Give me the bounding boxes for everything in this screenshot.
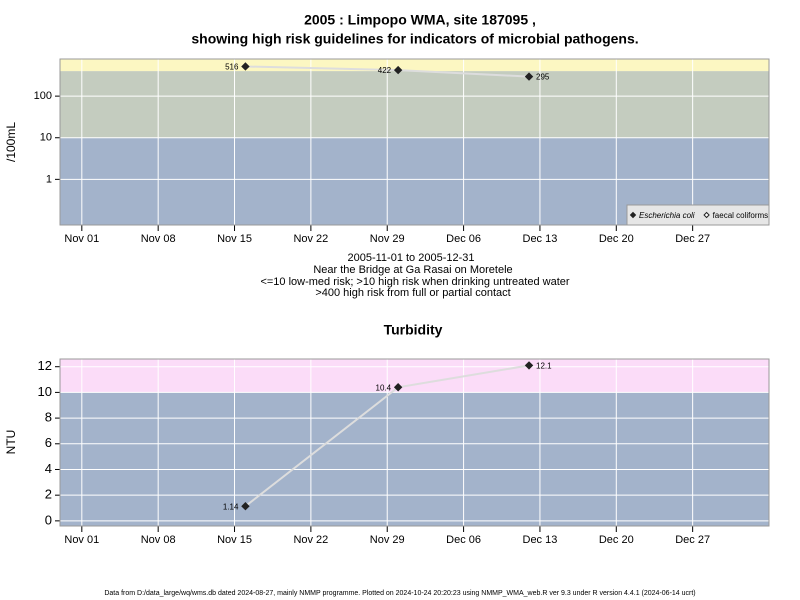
x-tick-label: Nov 29 xyxy=(370,233,405,245)
data-label: 10.4 xyxy=(376,383,392,392)
annotation: Near the Bridge at Ga Rasai on Moretele xyxy=(313,264,512,276)
x-tick-label: Nov 01 xyxy=(64,233,99,245)
x-tick-label: Nov 29 xyxy=(370,534,405,546)
x-tick-label: Nov 15 xyxy=(217,534,252,546)
x-tick-label: Nov 01 xyxy=(64,534,99,546)
data-point xyxy=(241,502,250,511)
x-tick-label: Dec 13 xyxy=(523,534,558,546)
y-tick-label: 4 xyxy=(45,461,52,476)
x-tick-label: Nov 22 xyxy=(293,233,328,245)
legend-marker xyxy=(629,211,637,219)
x-tick-label: Nov 22 xyxy=(293,534,328,546)
y-tick-label: 2 xyxy=(45,487,52,502)
data-point xyxy=(393,65,403,75)
x-tick-label: Dec 20 xyxy=(599,233,634,245)
y-tick-label: 100 xyxy=(34,90,52,102)
x-tick-label: Dec 06 xyxy=(446,233,481,245)
data-point xyxy=(393,383,403,392)
x-tick-label: Nov 15 xyxy=(217,233,252,245)
risk-band xyxy=(60,392,769,526)
data-point xyxy=(524,361,534,370)
risk-band xyxy=(60,59,769,72)
x-tick-label: Dec 06 xyxy=(446,534,481,546)
y-tick-label: 8 xyxy=(45,410,52,425)
legend-label: Escherichia coli xyxy=(639,211,695,220)
y-tick-label: 0 xyxy=(45,512,52,527)
y-tick-label: 12 xyxy=(38,358,52,373)
x-tick-label: Nov 08 xyxy=(141,233,176,245)
risk-band xyxy=(60,359,769,393)
data-label: 1.14 xyxy=(223,502,239,511)
y-tick-label: 10 xyxy=(38,384,52,399)
y-tick-label: 10 xyxy=(40,132,52,144)
data-point xyxy=(524,72,534,81)
chart-subtitle: showing high risk guidelines for indicat… xyxy=(191,31,638,47)
plot-frame xyxy=(59,58,770,226)
data-point xyxy=(241,62,250,71)
annotation: 2005-11-01 to 2005-12-31 xyxy=(347,252,474,264)
legend-marker xyxy=(703,211,710,219)
y-axis-label: /100mL xyxy=(4,122,18,162)
annotation: >400 high risk from full or partial cont… xyxy=(315,287,510,299)
x-tick-label: Nov 08 xyxy=(141,534,176,546)
risk-band xyxy=(60,71,769,138)
data-label: 295 xyxy=(536,73,550,82)
x-tick-label: Dec 27 xyxy=(675,233,710,245)
data-label: 12.1 xyxy=(536,362,552,371)
y-tick-label: 6 xyxy=(45,435,52,450)
y-tick-label: 1 xyxy=(46,173,52,185)
x-tick-label: Dec 13 xyxy=(523,233,558,245)
data-label: 422 xyxy=(378,66,392,75)
chart-title: 2005 : Limpopo WMA, site 187095 , xyxy=(304,12,536,28)
y-axis-label: NTU xyxy=(4,430,18,455)
chart-title: Turbidity xyxy=(384,322,443,338)
legend-box xyxy=(626,204,770,226)
x-tick-label: Dec 20 xyxy=(599,534,634,546)
plot-frame xyxy=(59,358,770,527)
footer: Data from D:/data_large/wq/wms.db dated … xyxy=(104,590,695,597)
x-tick-label: Dec 27 xyxy=(675,534,710,546)
data-label: 516 xyxy=(225,63,239,72)
annotation: <=10 low-med risk; >10 high risk when dr… xyxy=(260,276,569,288)
legend-label: faecal coliforms xyxy=(713,211,769,220)
